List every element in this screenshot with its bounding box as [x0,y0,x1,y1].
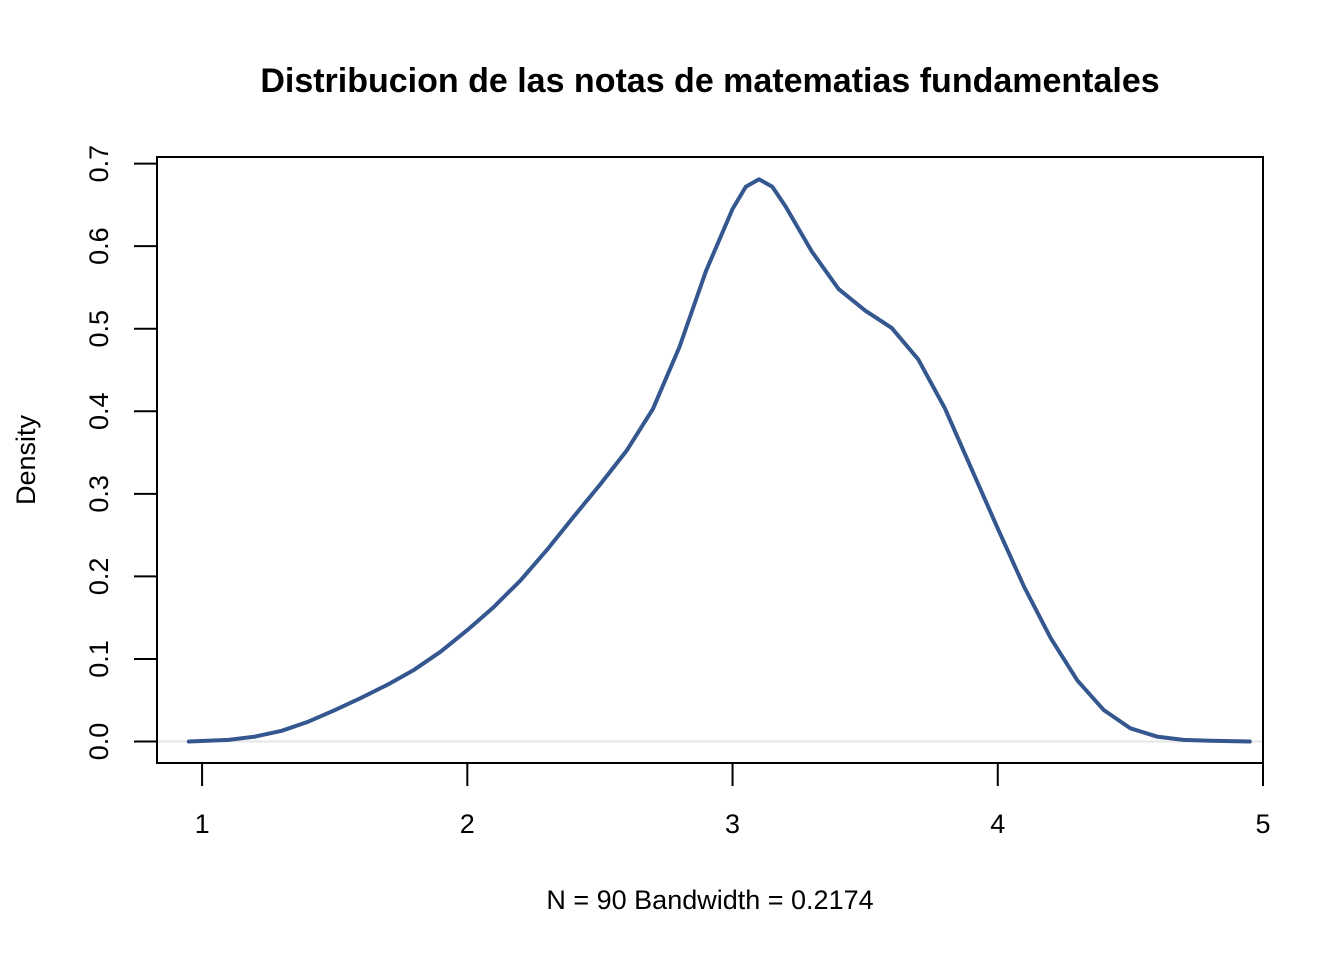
chart-title: Distribucion de las notas de matematias … [260,62,1159,100]
x-tick-label: 5 [1255,809,1270,839]
y-tick-label: 0.1 [84,640,114,678]
x-tick-label: 1 [195,809,210,839]
y-tick-label: 0.7 [84,145,114,183]
y-axis-label: Density [11,414,41,505]
x-tick-label: 3 [725,809,740,839]
y-tick-label: 0.4 [84,393,114,431]
y-tick-label: 0.0 [84,723,114,761]
x-axis: 1 2 3 4 5 [195,762,1271,839]
x-axis-label: N = 90 Bandwidth = 0.2174 [546,885,873,915]
y-tick-label: 0.3 [84,475,114,513]
x-tick-label: 4 [990,809,1005,839]
plot-frame [156,156,1264,764]
density-line [186,177,1252,744]
y-axis: 0.0 0.1 0.2 0.3 0.4 0.5 0.6 0.7 [84,145,158,761]
y-tick-label: 0.5 [84,310,114,348]
y-tick-label: 0.2 [84,558,114,596]
y-tick-label: 0.6 [84,227,114,265]
x-tick-label: 2 [460,809,475,839]
